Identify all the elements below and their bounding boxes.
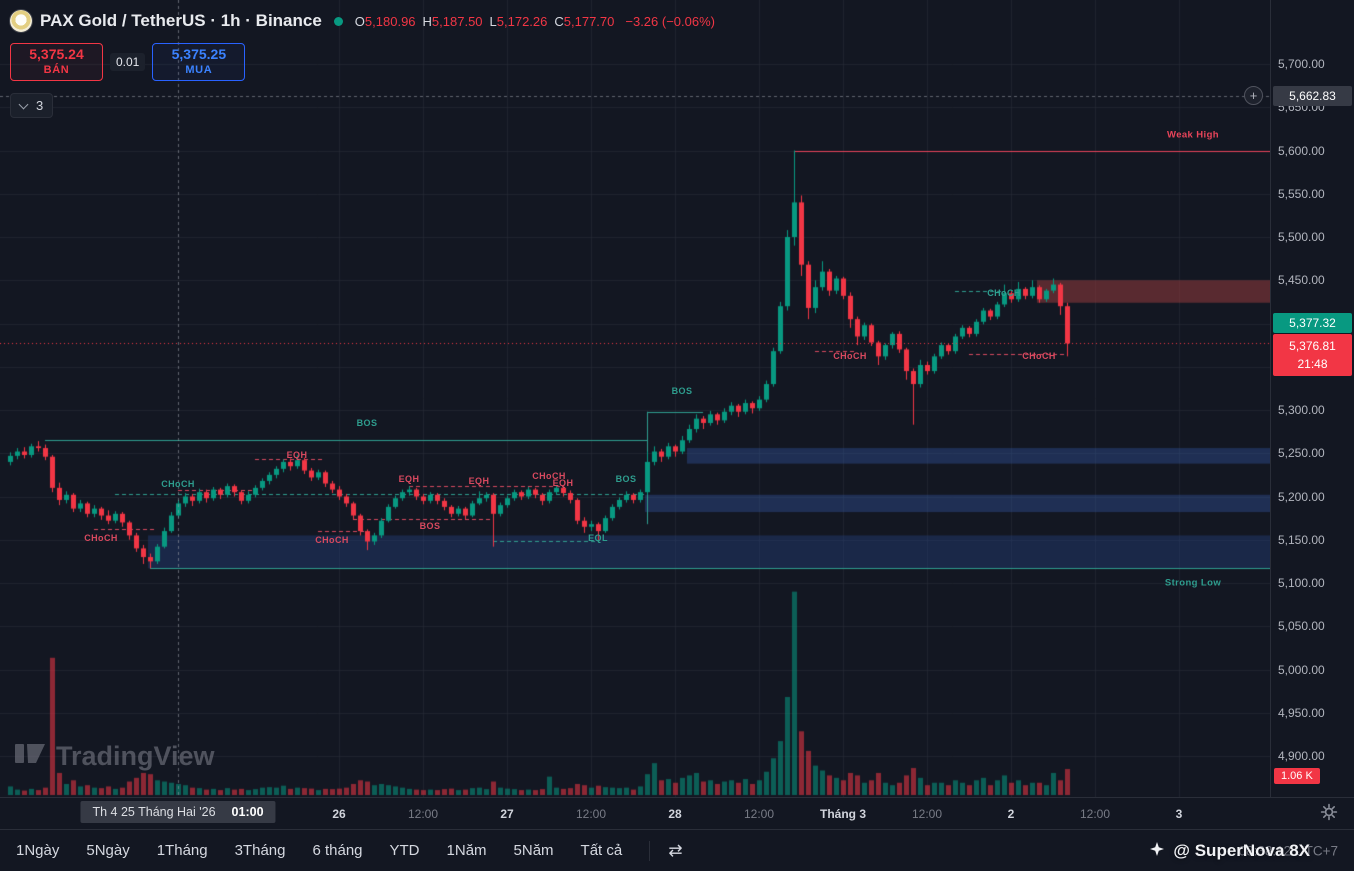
time-axis-label: 3	[1175, 807, 1183, 821]
open-label: O	[354, 13, 365, 29]
price-axis-label: 5,000.00	[1278, 662, 1325, 677]
range-button-8[interactable]: Tất cả	[580, 842, 623, 859]
chart-legend: PAX Gold / TetherUS · 1h · Binance O5,18…	[10, 8, 715, 118]
crosshair-date: Th 4 25 Tháng Hai '26	[92, 805, 216, 819]
time-axis-label: 28	[668, 807, 682, 821]
volume-badge: 1.06 K	[1274, 768, 1320, 784]
session-clock[interactable]: 08:38:12 UTC+7	[1238, 843, 1338, 858]
bottom-bar-divider	[649, 840, 651, 861]
channel-watermark-text: @ SuperNova 8X	[1173, 840, 1310, 860]
price-axis[interactable]: 5,662.83 5,377.32 5,376.81 21:48 1.06 K …	[1270, 0, 1354, 797]
buy-button[interactable]: 5,375.25 MUA	[152, 43, 246, 81]
time-axis-label: 12:00	[407, 807, 439, 821]
price-axis-label: 5,050.00	[1278, 619, 1325, 634]
close-value: 5,177.70	[563, 13, 615, 29]
time-axis-label: 12:00	[911, 807, 943, 821]
crosshair-time-label: Th 4 25 Tháng Hai '26 01:00	[80, 801, 276, 823]
price-chart-canvas[interactable]	[0, 0, 1270, 797]
change-value: −3.26 (−0.06%)	[625, 13, 715, 29]
price-axis-label: 5,500.00	[1278, 230, 1325, 244]
price-axis-label: 5,450.00	[1278, 273, 1325, 288]
legend-row3: 3	[10, 93, 715, 118]
price-axis-label: 5,700.00	[1278, 57, 1325, 71]
range-button-6[interactable]: 1Năm	[446, 842, 487, 859]
price-axis-label: 5,300.00	[1278, 403, 1325, 417]
time-axis-label: Tháng 3	[819, 807, 867, 821]
chevron-down-icon	[18, 99, 29, 109]
time-axis-label: 12:00	[575, 807, 607, 821]
spread-value: 0.01	[110, 53, 146, 71]
ohlc-values: O5,180.96 H5,187.50 L5,172.26 C5,177.70 …	[355, 14, 715, 29]
symbol-logo	[10, 10, 32, 32]
sell-button[interactable]: 5,375.24 BÁN	[10, 43, 103, 81]
buy-label: MUA	[185, 63, 213, 76]
price-axis-label: 4,900.00	[1278, 749, 1325, 763]
close-label: C	[554, 13, 564, 29]
range-button-7[interactable]: 5Năm	[513, 842, 554, 859]
crosshair-price-badge: 5,662.83	[1273, 86, 1352, 107]
range-button-0[interactable]: 1Ngày	[16, 842, 60, 859]
price-axis-label: 4,950.00	[1278, 705, 1325, 720]
range-button-2[interactable]: 1Tháng	[156, 842, 208, 859]
buy-price: 5,375.25	[171, 46, 227, 63]
crosshair-time: 01:00	[231, 805, 264, 819]
range-button-3[interactable]: 3Tháng	[234, 842, 286, 859]
time-axis-label: 12:00	[1079, 807, 1111, 821]
low-value: 5,172.26	[496, 13, 548, 29]
sell-label: BÁN	[43, 63, 70, 76]
low-label: L	[489, 13, 497, 29]
countdown-price: 5,376.81	[1289, 339, 1336, 354]
open-value: 5,180.96	[364, 13, 416, 29]
go-to-date-icon[interactable]: ⇄	[668, 840, 683, 860]
time-axis[interactable]: Th 4 25 Tháng Hai '26 01:00 26 12:00 27 12:…	[0, 797, 1354, 829]
market-status-dot	[333, 16, 343, 26]
candle-countdown: 21:48	[1297, 357, 1328, 372]
candles-count-value: 3	[36, 98, 44, 113]
date-range-buttons: 1Ngày 5Ngày 1Tháng 3Tháng 6 tháng YTD 1Năm 5Năm…	[16, 842, 649, 859]
time-axis-label: 27	[500, 807, 514, 821]
symbol-title[interactable]: PAX Gold / TetherUS · 1h · Binance	[40, 11, 322, 30]
time-axis-label: 2	[1007, 807, 1015, 821]
sparkle-icon	[1150, 841, 1165, 861]
price-axis-label: 5,150.00	[1278, 532, 1325, 547]
high-label: H	[422, 13, 432, 29]
price-axis-label: 5,600.00	[1278, 143, 1325, 158]
symbol-row: PAX Gold / TetherUS · 1h · Binance O5,18…	[10, 8, 715, 34]
time-axis-label: 26	[332, 807, 346, 821]
time-axis-label: 12:00	[743, 807, 775, 821]
last-price-badge: 5,377.32	[1273, 313, 1352, 334]
price-axis-label: 5,250.00	[1278, 446, 1325, 461]
buy-sell-widget: 5,375.24 BÁN 0.01 5,375.25 MUA	[10, 43, 715, 81]
add-alert-plus-button[interactable]: +	[1244, 86, 1263, 106]
high-value: 5,187.50	[431, 13, 483, 29]
candles-count-dropdown[interactable]: 3	[10, 93, 54, 118]
countdown-price-badge: 5,376.81 21:48	[1273, 334, 1352, 377]
price-axis-label: 5,550.00	[1278, 186, 1325, 201]
settings-gear-icon[interactable]	[1319, 802, 1339, 822]
range-button-5[interactable]: YTD	[389, 842, 420, 859]
range-button-4[interactable]: 6 tháng	[312, 842, 363, 859]
price-axis-label: 5,200.00	[1278, 489, 1325, 504]
price-axis-label: 5,100.00	[1278, 576, 1325, 590]
bottom-toolbar: 1Ngày 5Ngày 1Tháng 3Tháng 6 tháng YTD 1Năm 5Năm…	[0, 829, 1354, 871]
range-button-1[interactable]: 5Ngày	[86, 842, 130, 859]
channel-watermark: @ SuperNova 8X	[1150, 841, 1310, 861]
sell-price: 5,375.24	[29, 46, 84, 63]
